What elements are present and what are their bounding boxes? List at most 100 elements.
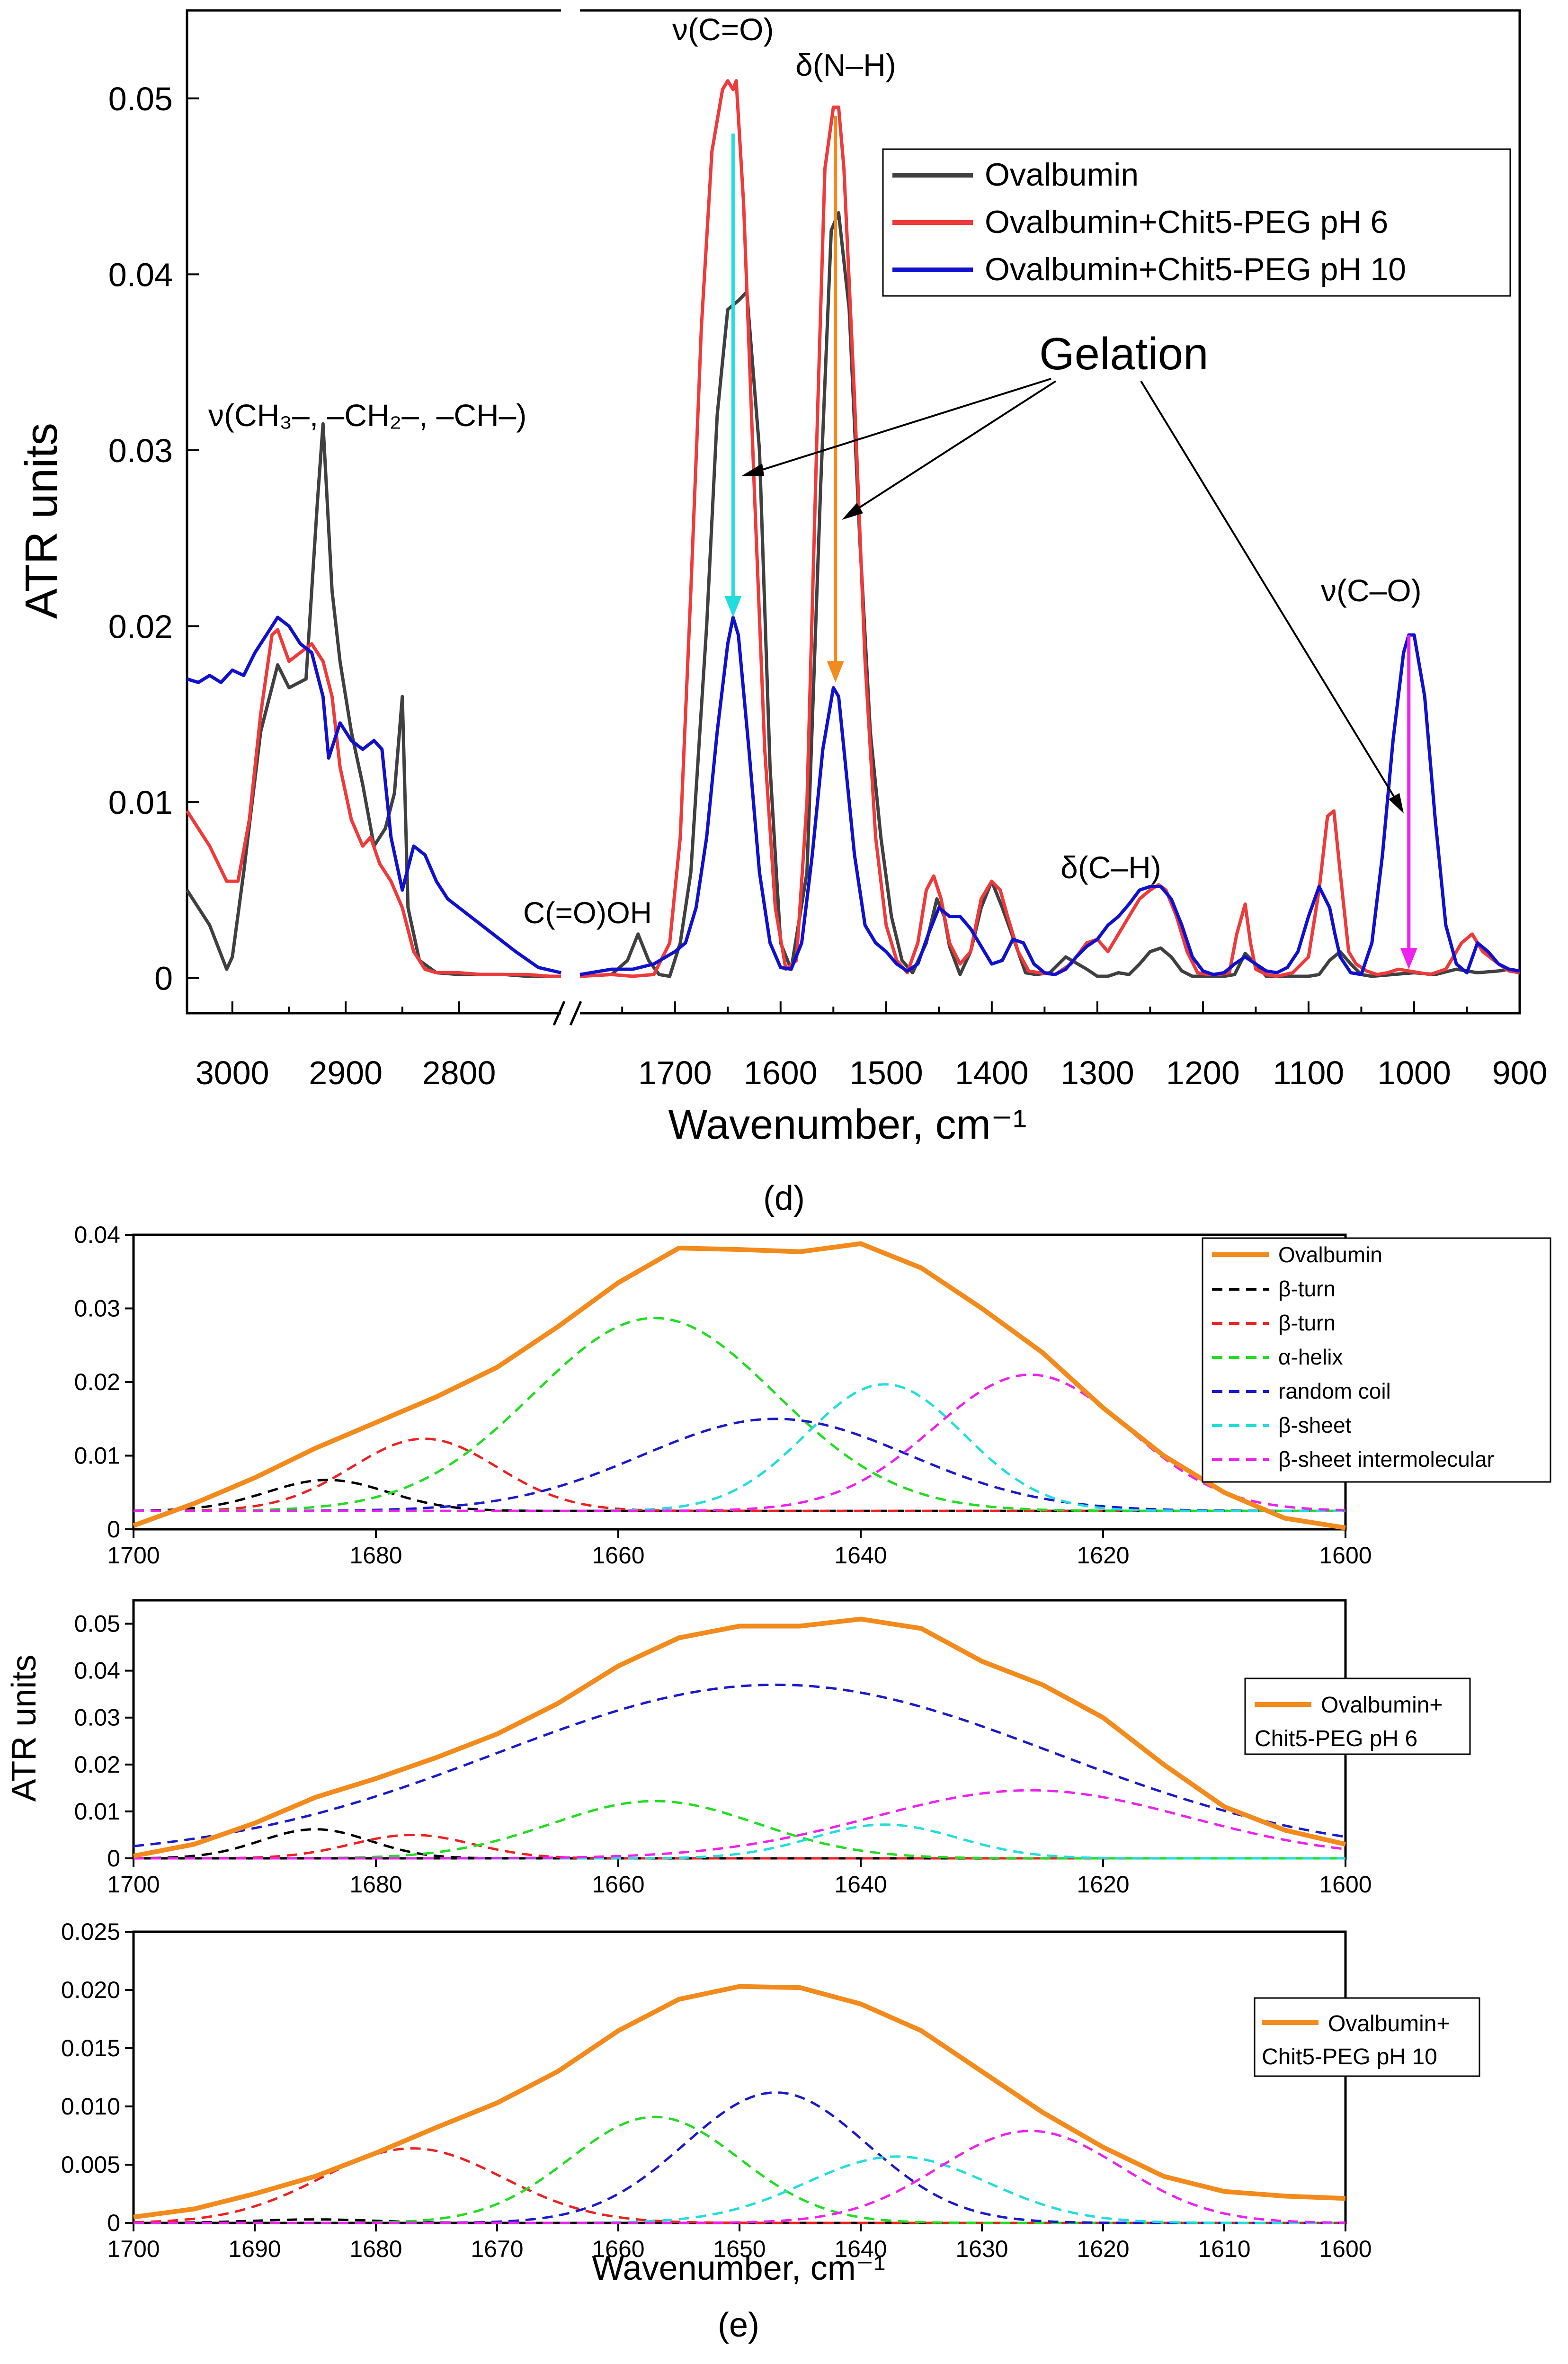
legend-label-ph6: Ovalbumin+Chit5-PEG pH 6 [985, 204, 1388, 240]
component-mid-helix-2 [134, 1800, 1345, 1860]
x-tick-label-mid: 1620 [1077, 1871, 1129, 1898]
panel-d-caption: (d) [763, 1179, 805, 1217]
y-tick-label-top: 0.03 [74, 1295, 120, 1322]
panel-d-arrows [724, 116, 1417, 970]
panel-e-bot-frame [132, 1930, 1347, 2224]
y-tick-label: 0 [154, 960, 173, 997]
legend-box [1202, 1237, 1551, 1483]
x-tick-label-mid: 1600 [1319, 1871, 1372, 1898]
legend-label-beta-turn-1: β-turn [1278, 1276, 1336, 1301]
y-tick-label: 0.03 [108, 432, 173, 469]
x-tick-label-bot: 1650 [713, 2236, 766, 2262]
panel-d-x-ticks: 3000 2900 2800 1700 1600 1500 1400 1300 1200 1100… [196, 1001, 1548, 1091]
gelation-pointer-line [849, 380, 1057, 515]
x-tick-label-bot: 1660 [592, 2236, 644, 2262]
series-line-ovalbumin-high [186, 422, 561, 978]
legend-label-ph6-line1: Ovalbumin+ [1321, 1693, 1443, 1718]
x-tick-label-top: 1660 [592, 1542, 644, 1569]
x-tick-label-top: 1620 [1077, 1542, 1129, 1569]
x-tick-label-bot: 1620 [1077, 2236, 1129, 2262]
x-tick-label: 1100 [1273, 1054, 1345, 1091]
gelation-pointer-head [1389, 793, 1404, 813]
y-tick-label-mid: 0.02 [74, 1751, 120, 1778]
fit-line-top [133, 1241, 1346, 1530]
panel-e-ticks: 0 0.01 0.02 0.03 0.04 1700 1680 1660 1640 1620 160… [61, 1222, 1372, 2262]
annotation-c-o-stretch: ν(C–O) [1321, 573, 1422, 608]
annotation-co-stretch: ν(C=O) [672, 12, 774, 47]
panel-d-xlabel: Wavenumber, cm⁻¹ [668, 1101, 1026, 1148]
panel-e-ylabel: ATR units [5, 1655, 43, 1802]
panel-d-y-ticks: 0 0.01 0.02 0.03 0.04 0.05 [108, 80, 199, 997]
legend-label-ph10-line2: Chit5-PEG pH 10 [1262, 2044, 1437, 2070]
legend-box [1254, 1997, 1480, 2077]
y-tick-label-mid: 0.01 [74, 1798, 120, 1825]
component-bot-turn-1 [133, 2147, 1345, 2224]
component-mid-sheet-4 [134, 1823, 1345, 1860]
x-tick-label: 1500 [849, 1054, 923, 1091]
axis-break-mark [552, 1000, 566, 1026]
panel-e-mid-frame [132, 1599, 1347, 1860]
panel-e-caption: (e) [718, 2306, 759, 2344]
x-tick-label-top: 1680 [349, 1542, 402, 1569]
panel-e-top-legend: Ovalbumin β-turn β-turn α-helix random c… [1202, 1237, 1551, 1483]
y-tick-label-bot: 0.015 [61, 2035, 120, 2061]
fit-line-mid [133, 1616, 1346, 1858]
annotation-ch-stretch: ν(CH₃–, –CH₂–, –CH–) [208, 398, 526, 433]
annotation-cooh: C(=O)OH [523, 896, 652, 930]
legend-label-ovalbumin: Ovalbumin [985, 157, 1139, 193]
x-tick-label: 2800 [422, 1054, 496, 1091]
annotation-nh-bend: δ(N–H) [795, 47, 896, 82]
component-top-helix-2 [134, 1317, 1345, 1512]
gelation-pointer-head [741, 464, 764, 476]
gelation-pointer-line [750, 378, 1051, 474]
y-tick-label-top: 0.01 [74, 1443, 120, 1469]
x-tick-label-bot: 1680 [349, 2236, 402, 2262]
panel-d-series [186, 79, 1520, 978]
x-tick-label: 1000 [1377, 1054, 1451, 1091]
x-tick-label: 2900 [309, 1054, 383, 1091]
x-tick-label-top: 1700 [107, 1542, 160, 1569]
legend-label-alpha-helix: α-helix [1278, 1345, 1343, 1369]
fit-line-bot [133, 1984, 1346, 2220]
x-tick-label-bot: 1700 [107, 2236, 160, 2262]
y-tick-label-mid: 0.03 [74, 1704, 120, 1731]
legend-label-fit: Ovalbumin [1278, 1242, 1382, 1267]
x-tick-label-bot: 1630 [955, 2236, 1008, 2262]
component-top-random-coil-3 [134, 1418, 1345, 1512]
y-tick-label-mid: 0.04 [74, 1658, 120, 1684]
component-mid-turn-0 [133, 1828, 1345, 1860]
y-tick-label-bot: 0.025 [61, 1918, 120, 1945]
y-tick-label: 0.05 [108, 80, 173, 117]
y-tick-label: 0.01 [108, 784, 173, 821]
legend-label-ph10: Ovalbumin+Chit5-PEG pH 10 [985, 251, 1406, 287]
component-bot-sheet-intermolecular-5 [134, 2130, 1346, 2224]
panel-e-top-frame [132, 1233, 1347, 1531]
x-tick-label-bot: 1600 [1319, 2236, 1372, 2262]
y-tick-label-top: 0.04 [74, 1222, 120, 1248]
x-tick-label: 1700 [638, 1054, 712, 1091]
series-line-ovalbumin-chit5-peg-ph-6-high [186, 628, 561, 978]
y-tick-label-bot: 0.020 [61, 1977, 120, 2003]
y-tick-label-top: 0 [107, 1516, 120, 1543]
x-tick-label-bot: 1690 [228, 2236, 281, 2262]
legend-box [1244, 1677, 1471, 1755]
y-tick-label-top: 0.02 [74, 1369, 120, 1395]
x-tick-label-bot: 1640 [834, 2236, 887, 2262]
x-tick-label-bot: 1670 [471, 2236, 523, 2262]
legend-label-beta-turn-2: β-turn [1278, 1311, 1336, 1335]
x-tick-label-mid: 1640 [834, 1871, 887, 1898]
y-tick-label: 0.04 [108, 256, 173, 293]
panel-d: 0 0.01 0.02 0.03 0.04 0.05 3000 2900 2800 1700 16… [16, 9, 1548, 1217]
component-top-turn-0 [133, 1479, 1345, 1512]
y-tick-label-bot: 0.010 [61, 2093, 120, 2120]
y-tick-label-mid: 0 [107, 1845, 120, 1872]
x-tick-label-top: 1640 [834, 1542, 887, 1569]
x-tick-label: 1200 [1166, 1054, 1240, 1091]
y-tick-label-bot: 0 [107, 2210, 120, 2236]
gelation-pointer-line [1140, 380, 1400, 806]
x-tick-label-mid: 1660 [592, 1871, 644, 1898]
annotation-ch-bend: δ(C–H) [1060, 850, 1161, 885]
x-tick-label: 900 [1492, 1054, 1548, 1091]
x-tick-label-top: 1600 [1319, 1542, 1372, 1569]
axis-break-mark [569, 1000, 582, 1026]
